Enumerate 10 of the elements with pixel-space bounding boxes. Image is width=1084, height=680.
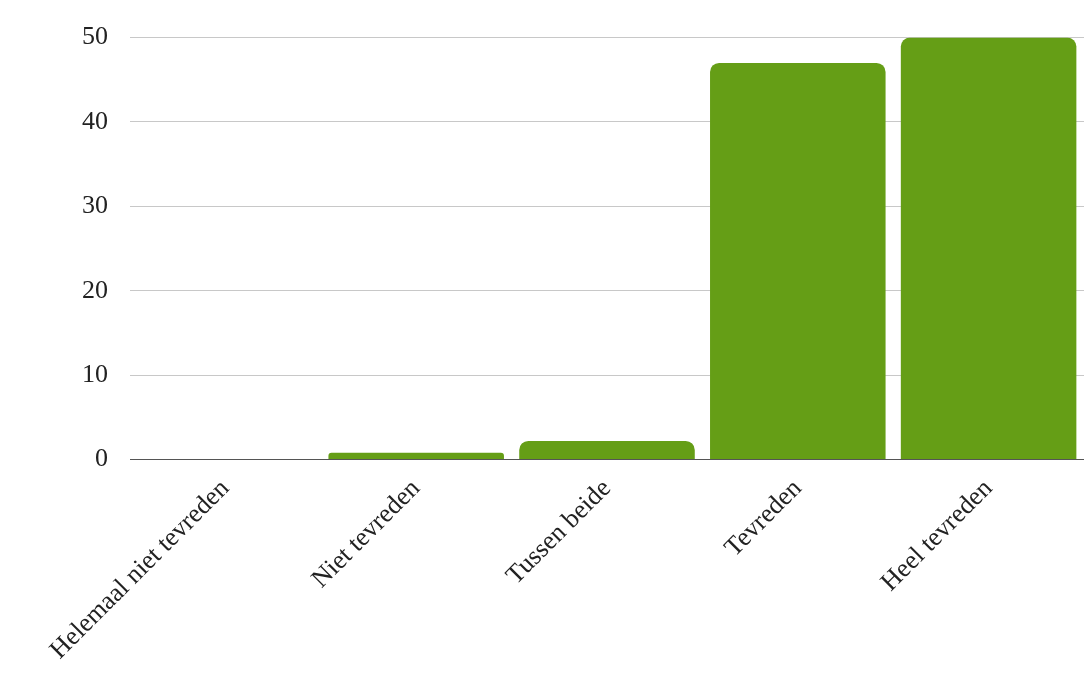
- y-tick-label: 10: [82, 358, 108, 388]
- y-tick-label: 0: [95, 443, 108, 473]
- bar: [710, 62, 886, 459]
- y-tick-label: 30: [82, 190, 108, 220]
- bar: [519, 440, 695, 459]
- bar: [328, 452, 504, 459]
- bar: [900, 37, 1077, 459]
- y-tick-label: 20: [82, 274, 108, 304]
- y-tick-label: 40: [82, 105, 108, 135]
- y-tick-label: 50: [82, 21, 108, 51]
